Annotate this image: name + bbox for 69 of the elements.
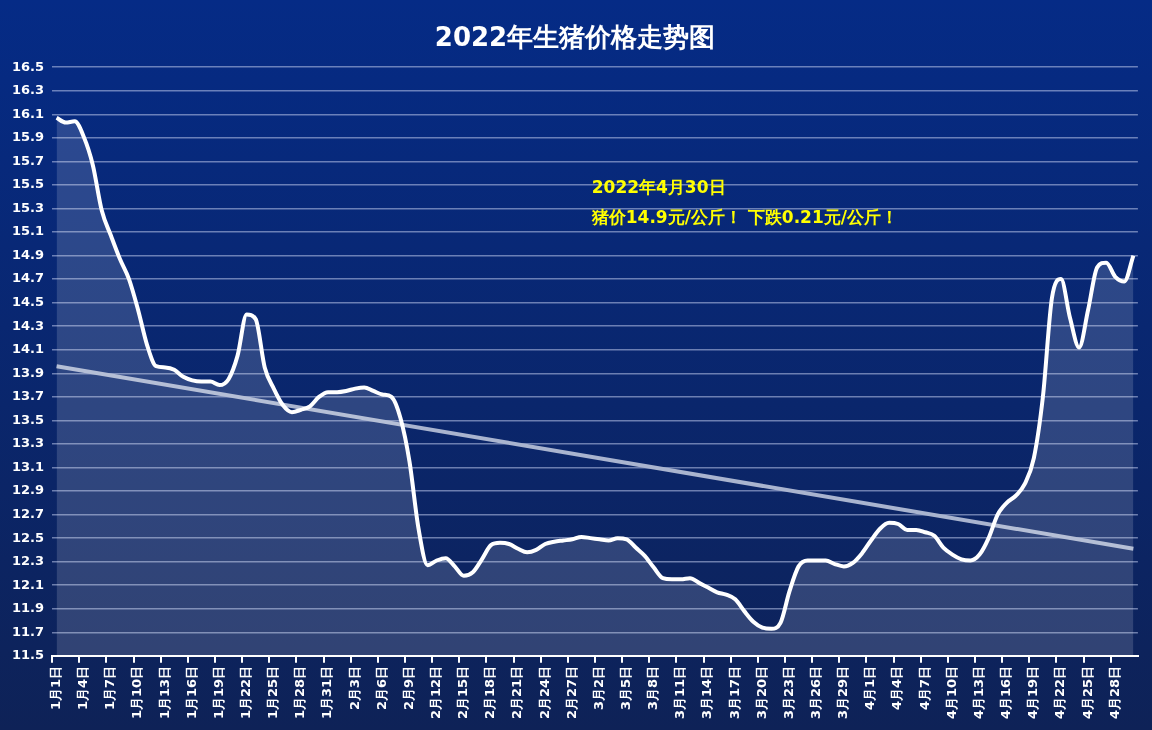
y-tick-label: 12.3 <box>12 553 45 569</box>
x-tick-label: 2月24日 <box>536 665 552 719</box>
x-tick-label: 1月25日 <box>265 665 281 719</box>
x-tick-label: 3月17日 <box>726 665 742 719</box>
x-tick-label: 1月1日 <box>47 665 63 710</box>
y-tick-label: 11.5 <box>12 647 45 663</box>
y-tick-label: 11.7 <box>12 623 45 639</box>
x-tick-label: 2月21日 <box>509 665 525 719</box>
y-tick-label: 14.1 <box>12 341 45 357</box>
x-tick-label: 2月3日 <box>346 665 362 710</box>
y-tick-label: 13.7 <box>12 388 45 404</box>
x-tick-label: 1月19日 <box>210 665 226 719</box>
x-tick-label: 3月11日 <box>672 665 688 719</box>
y-tick-label: 13.3 <box>12 435 45 451</box>
y-tick-label: 12.9 <box>12 482 45 498</box>
x-tick-label: 1月22日 <box>237 665 253 719</box>
x-tick-label: 3月20日 <box>753 665 769 719</box>
y-tick-label: 12.7 <box>12 505 45 521</box>
x-tick-label: 1月28日 <box>292 665 308 719</box>
x-tick-label: 3月5日 <box>618 665 634 710</box>
y-tick-label: 14.9 <box>12 246 45 262</box>
y-tick-label: 15.5 <box>12 176 45 192</box>
x-tick-label: 4月1日 <box>862 665 878 710</box>
x-tick-label: 3月26日 <box>808 665 824 719</box>
x-tick-label: 1月7日 <box>102 665 118 710</box>
y-tick-label: 16.1 <box>12 105 45 121</box>
x-tick-label: 1月31日 <box>319 665 335 719</box>
x-tick-label: 4月16日 <box>998 665 1014 719</box>
x-tick-label: 3月29日 <box>835 665 851 719</box>
x-tick-label: 3月23日 <box>780 665 796 719</box>
y-tick-label: 12.1 <box>12 576 45 592</box>
x-tick-label: 2月6日 <box>373 665 389 710</box>
x-tick-label: 4月4日 <box>889 665 905 710</box>
x-tick-label: 1月10日 <box>129 665 145 719</box>
y-tick-label: 16.5 <box>12 58 45 74</box>
x-tick-label: 3月2日 <box>590 665 606 710</box>
annotation: 2022年4月30日 <box>591 176 726 197</box>
x-tick-label: 4月22日 <box>1052 665 1068 719</box>
x-tick-label: 3月14日 <box>699 665 715 719</box>
x-tick-label: 3月8日 <box>645 665 661 710</box>
y-tick-label: 11.9 <box>12 600 45 616</box>
x-tick-label: 2月18日 <box>482 665 498 719</box>
y-tick-label: 13.1 <box>12 458 45 474</box>
y-tick-label: 15.9 <box>12 129 45 145</box>
y-tick-label: 13.5 <box>12 411 45 427</box>
x-tick-label: 4月10日 <box>943 665 959 719</box>
y-tick-label: 14.7 <box>12 270 45 286</box>
y-tick-label: 14.5 <box>12 294 45 310</box>
x-tick-label: 4月28日 <box>1106 665 1122 719</box>
x-tick-label: 2月12日 <box>428 665 444 719</box>
y-tick-label: 15.1 <box>12 223 45 239</box>
x-tick-label: 2月15日 <box>455 665 471 719</box>
x-tick-label: 2月27日 <box>563 665 579 719</box>
x-tick-label: 4月19日 <box>1025 665 1041 719</box>
x-tick-label: 2月9日 <box>400 665 416 710</box>
y-tick-label: 13.9 <box>12 364 45 380</box>
x-tick-label: 4月7日 <box>916 665 932 710</box>
chart-title: 2022年生猪价格走势图 <box>434 22 716 53</box>
x-tick-label: 4月25日 <box>1079 665 1095 719</box>
x-tick-label: 1月16日 <box>183 665 199 719</box>
x-tick-label: 1月13日 <box>156 665 172 719</box>
y-tick-label: 12.5 <box>12 529 45 545</box>
y-tick-label: 15.3 <box>12 199 45 215</box>
y-tick-label: 16.3 <box>12 82 45 98</box>
y-tick-label: 15.7 <box>12 152 45 168</box>
x-tick-label: 1月4日 <box>75 665 91 710</box>
annotation: 猪价14.9元/公斤！ 下跌0.21元/公斤！ <box>590 206 898 227</box>
y-tick-label: 14.3 <box>12 317 45 333</box>
x-tick-label: 4月13日 <box>970 665 986 719</box>
